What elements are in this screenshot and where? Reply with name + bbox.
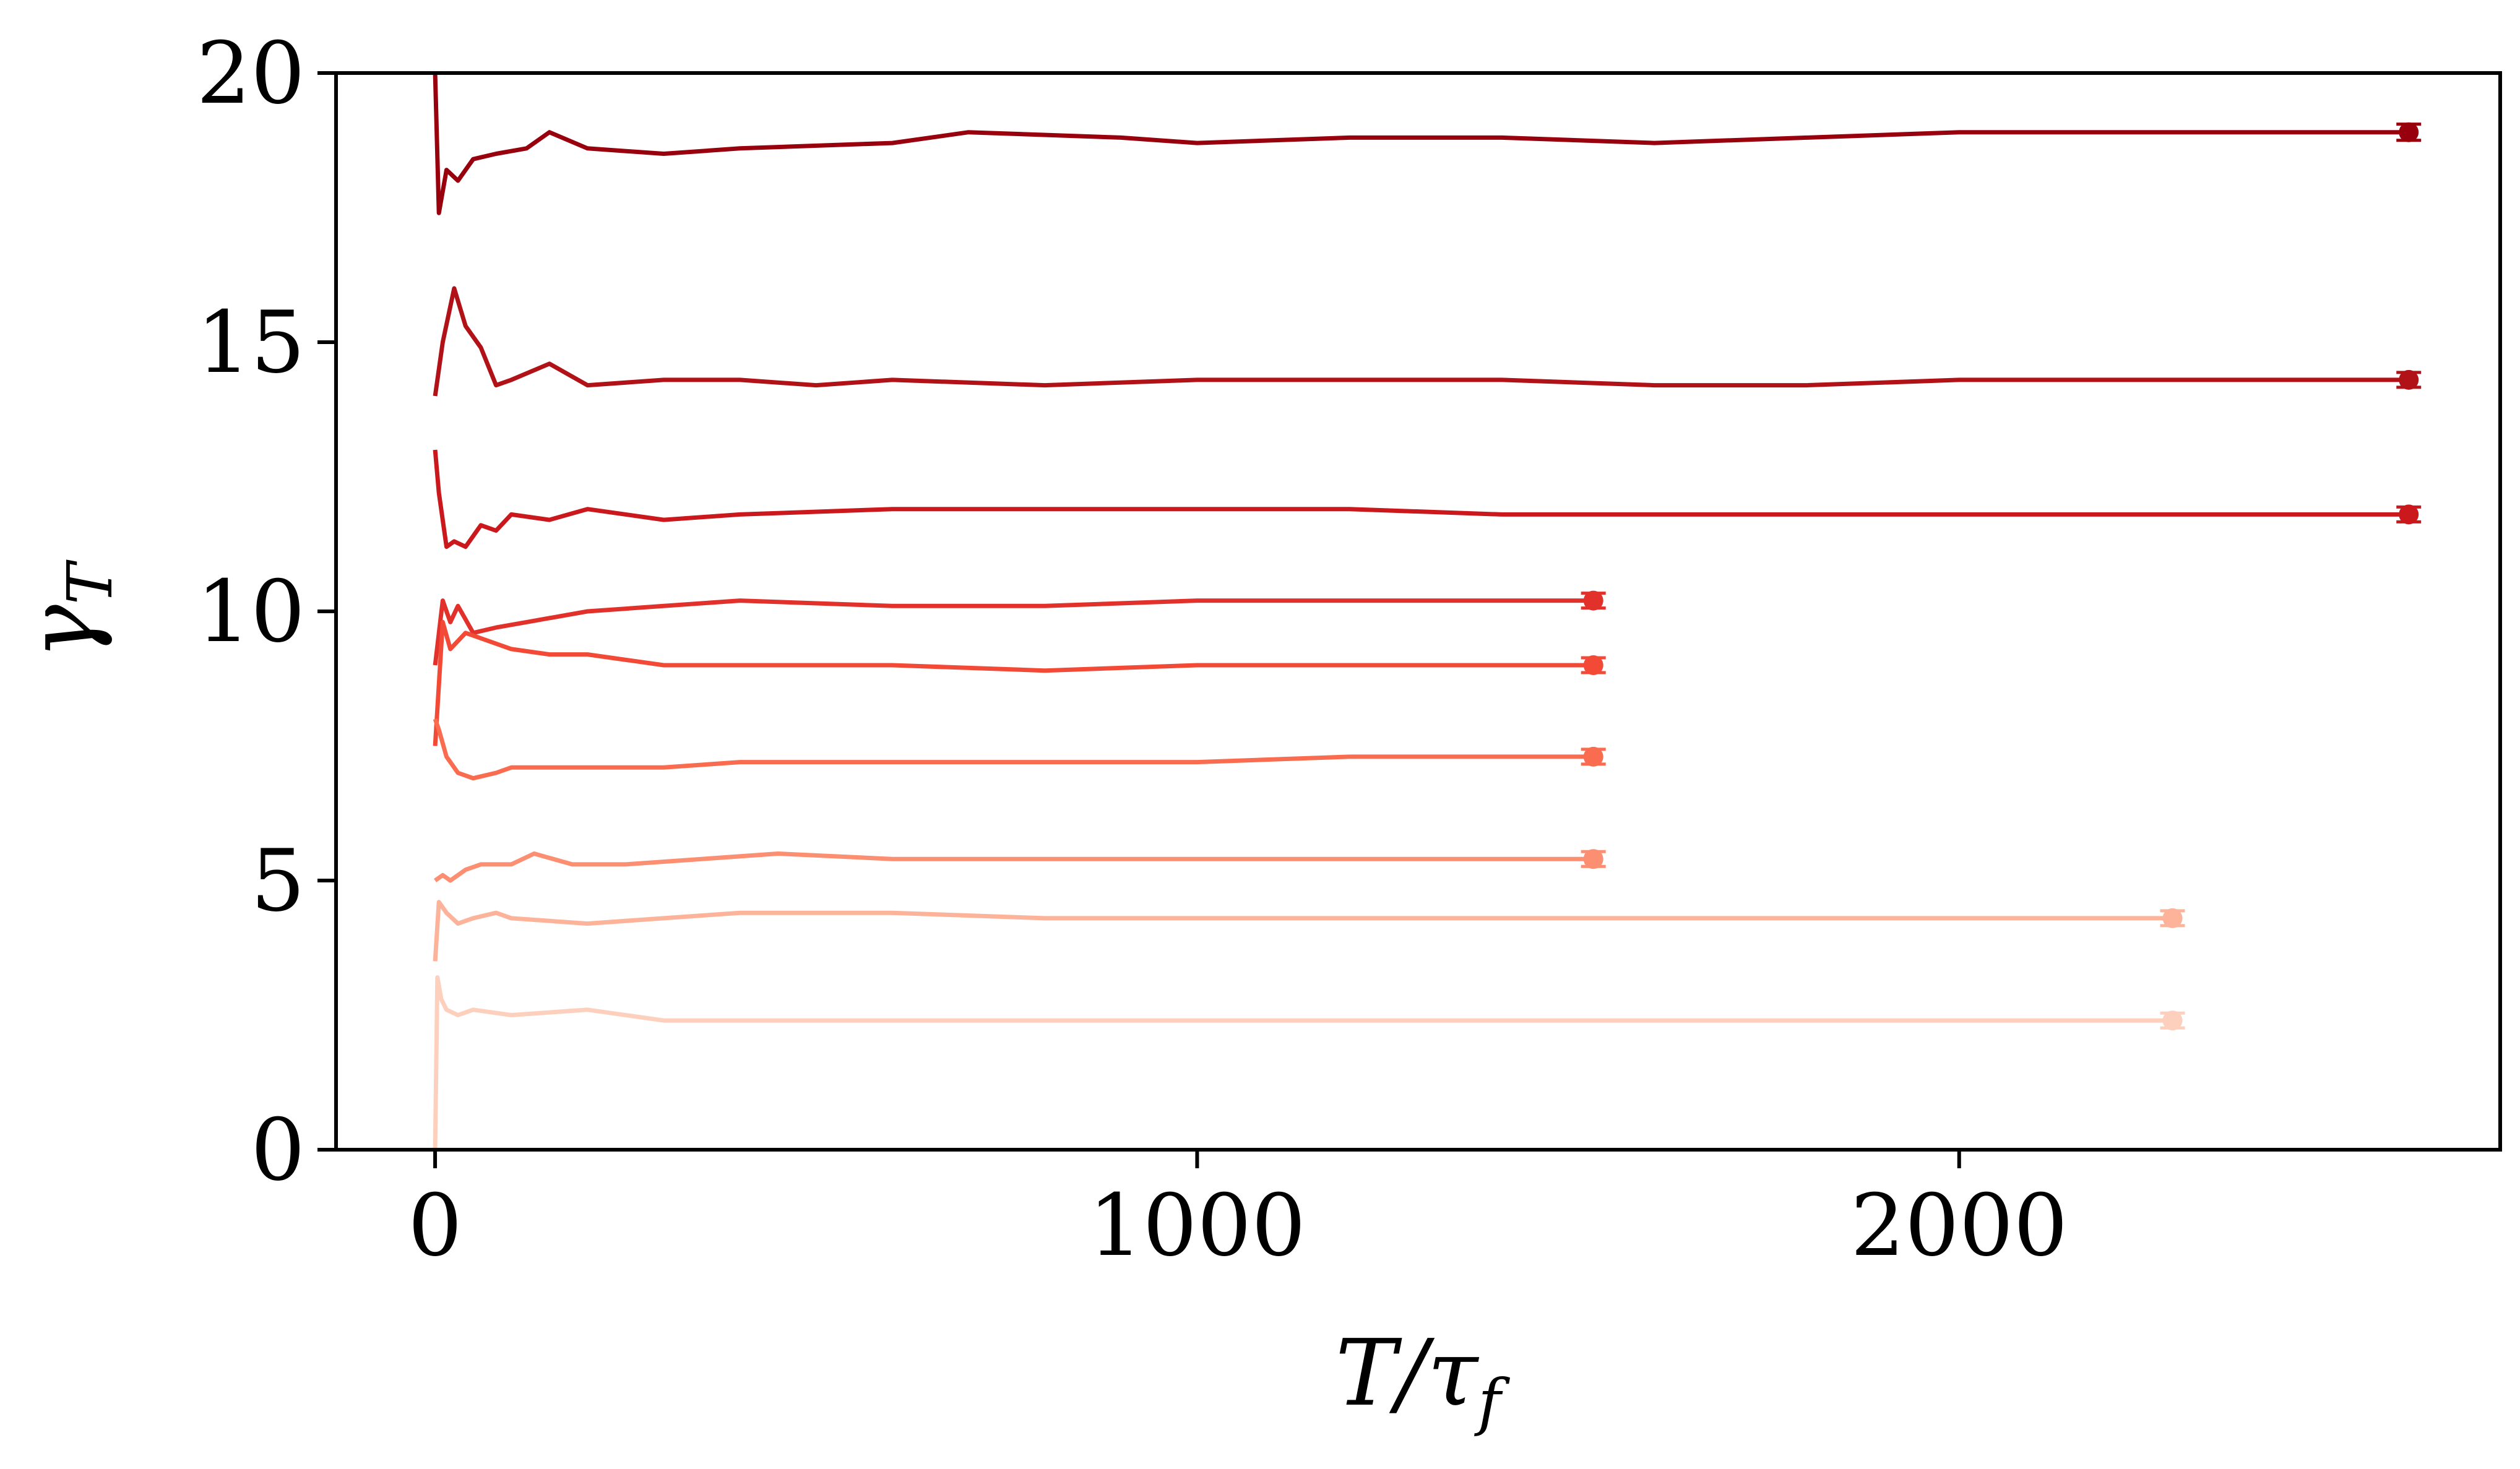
y-tick-label: 5 — [251, 831, 305, 931]
x-axis-ticks: 0 1000 2000 — [408, 1150, 2068, 1275]
series-2-endpoint — [2399, 369, 2419, 390]
plot-frame — [334, 71, 2502, 1152]
series-7-line — [434, 851, 1594, 883]
series-1-endpoint — [2399, 122, 2419, 142]
y-axis-label: γT — [8, 559, 126, 659]
series-6-line — [433, 718, 1594, 781]
series-9-line — [433, 975, 2173, 1150]
y-tick-label: 0 — [251, 1100, 305, 1200]
series-6-endpoint — [1583, 746, 1603, 767]
series-1-line — [433, 72, 2409, 215]
series-9-endpoint — [2162, 1010, 2183, 1031]
series-7-endpoint — [1583, 849, 1603, 869]
series-2-line — [433, 286, 2409, 397]
series-3-endpoint — [2399, 504, 2419, 525]
series-5-line — [433, 619, 1594, 746]
series-layer — [433, 72, 2422, 1150]
series-4-endpoint — [1583, 590, 1603, 611]
series-8-endpoint — [2162, 908, 2183, 928]
y-tick-label: 10 — [196, 562, 305, 661]
y-tick-label: 20 — [196, 24, 305, 123]
y-tick-label: 15 — [196, 293, 305, 392]
series-8-line — [433, 900, 2173, 962]
series-4-line — [433, 598, 1594, 666]
x-tick-label: 2000 — [1850, 1176, 2068, 1275]
x-tick-label: 1000 — [1089, 1176, 1306, 1275]
x-tick-label: 0 — [408, 1176, 462, 1275]
y-axis-ticks: 0 5 10 15 20 — [196, 24, 336, 1200]
x-axis-label: T/τf — [1336, 1320, 1510, 1438]
series-3-line — [433, 449, 2409, 549]
series-5-endpoint — [1583, 655, 1603, 675]
